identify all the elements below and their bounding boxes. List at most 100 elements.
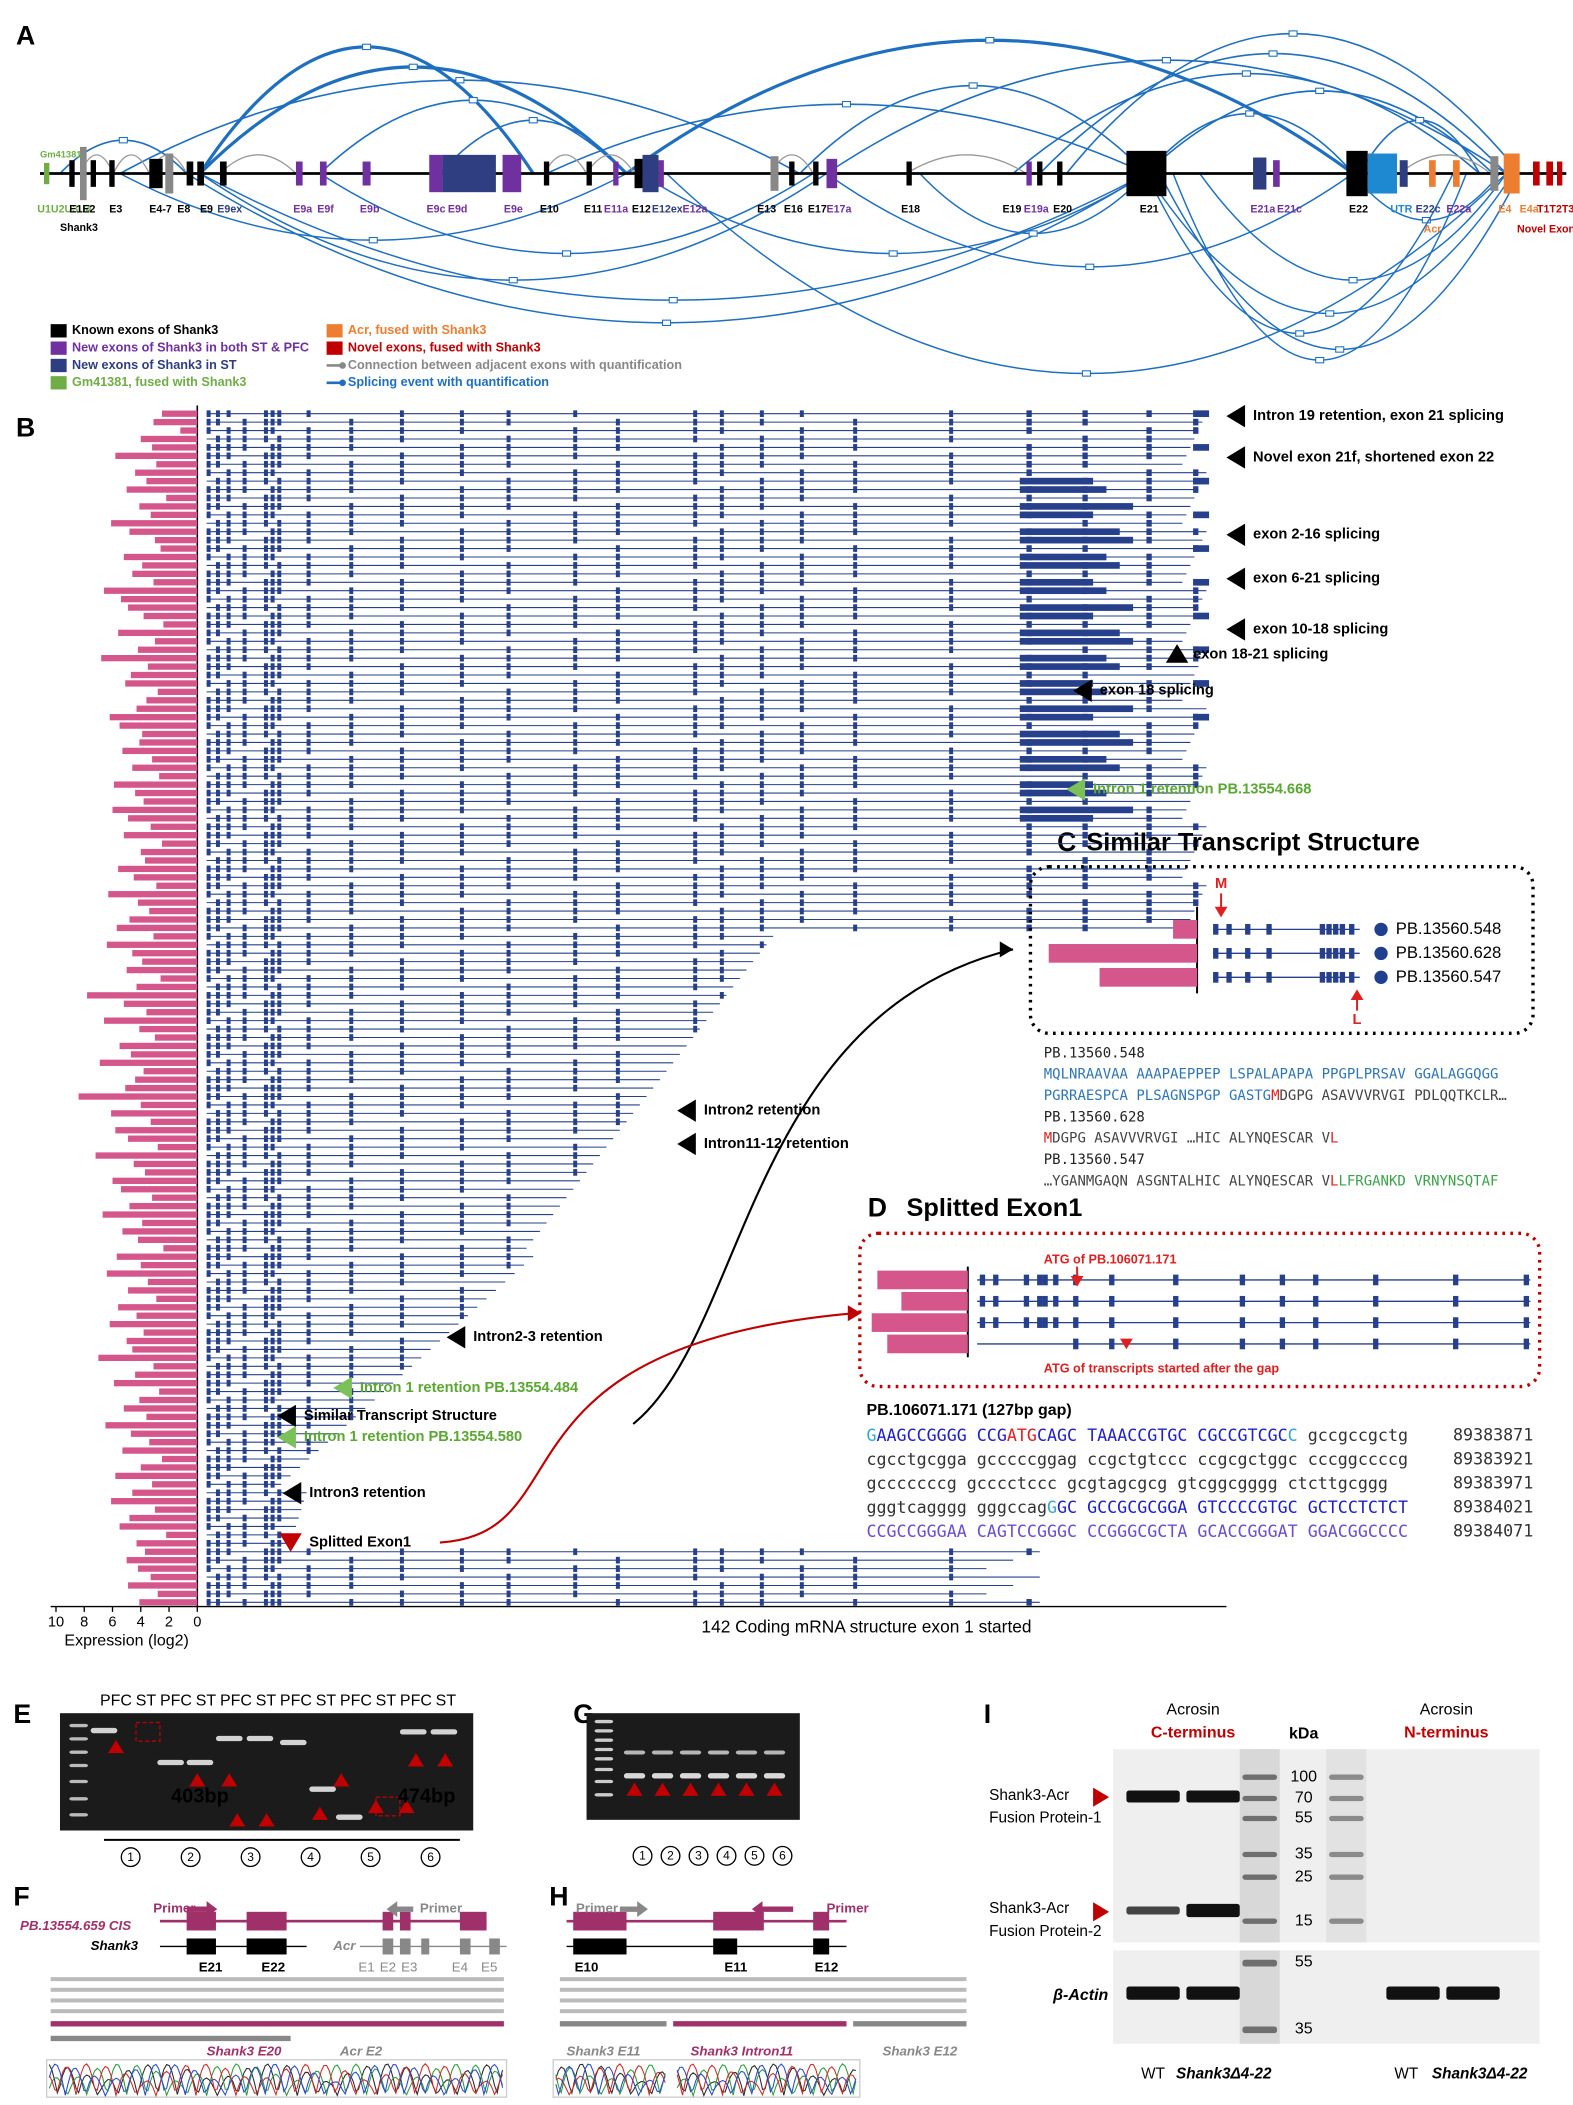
sequence-row xyxy=(50,1977,504,1982)
gel-band xyxy=(594,1719,614,1724)
exon-block xyxy=(206,806,211,814)
exon-block xyxy=(226,941,231,949)
exon-block xyxy=(693,637,698,645)
exon-block xyxy=(242,1287,247,1294)
transcript-id: PB.13560.547 xyxy=(1396,967,1502,986)
exon-block xyxy=(506,992,511,999)
exon-block xyxy=(263,789,268,797)
exon-block xyxy=(759,1599,764,1606)
exon-block xyxy=(206,536,211,544)
exon-block xyxy=(242,755,247,763)
exon-block xyxy=(693,798,698,805)
exon-block xyxy=(853,637,858,645)
exon-block xyxy=(215,958,220,965)
exon-block xyxy=(799,696,804,704)
exon-block xyxy=(206,452,211,460)
utr-block xyxy=(1193,578,1210,586)
arc-count xyxy=(968,82,978,89)
genomic-position: 89383971 xyxy=(1453,1473,1533,1492)
chromatogram xyxy=(48,2063,504,2097)
exon-block xyxy=(349,1396,354,1404)
exon-label: Gm41381 xyxy=(40,149,82,159)
expression-bar xyxy=(132,570,198,578)
read-bar xyxy=(50,2021,504,2027)
exon-block xyxy=(349,444,354,451)
kda-value: 100 xyxy=(1290,1768,1317,1785)
exon-block xyxy=(277,1303,282,1311)
exon-block xyxy=(1082,519,1088,527)
utr-block xyxy=(1019,814,1094,822)
exon-block xyxy=(459,452,464,460)
exon-block xyxy=(263,477,268,485)
exon-block xyxy=(506,696,511,704)
exon-block xyxy=(1082,410,1088,418)
arc-count xyxy=(668,296,678,304)
exon-block xyxy=(206,1270,211,1277)
exon-block xyxy=(573,595,578,603)
exon-block xyxy=(206,958,211,965)
dashed-box xyxy=(375,1796,401,1817)
arrowhead xyxy=(1226,618,1246,641)
exon-block xyxy=(1146,494,1152,502)
exon-block xyxy=(799,772,804,780)
expression-bar xyxy=(122,747,198,755)
transcript-structure xyxy=(206,1531,294,1539)
arc-count xyxy=(1241,70,1251,77)
exon-block xyxy=(573,772,578,780)
exon-block xyxy=(349,1110,354,1117)
loading-label: β-Actin xyxy=(1052,1987,1108,2004)
exon-block xyxy=(1453,1295,1459,1307)
exon-block xyxy=(242,992,247,999)
exon-block xyxy=(1146,486,1152,493)
gel-band xyxy=(279,1739,307,1746)
exon-block xyxy=(615,992,620,999)
exon-block xyxy=(226,427,231,434)
exon-block xyxy=(226,1101,231,1109)
x-tick-label: 2 xyxy=(165,1614,173,1630)
transcript-structure xyxy=(206,570,1187,578)
expression-bar xyxy=(166,1531,198,1539)
expression-bar xyxy=(112,806,198,814)
transcript-structure xyxy=(206,503,1191,510)
exon-block xyxy=(215,587,220,595)
gel-band xyxy=(594,1793,614,1797)
expression-bar xyxy=(128,815,198,822)
exon-block xyxy=(306,595,311,603)
exon-block xyxy=(226,890,231,898)
exon-block xyxy=(349,1362,354,1370)
exon-block xyxy=(242,1320,247,1328)
exon-block xyxy=(277,1110,282,1117)
exon-block xyxy=(1333,972,1339,983)
transcript-structure xyxy=(206,1261,524,1269)
legend-label: Novel exons, fused with Shank3 xyxy=(348,340,541,354)
exon-block xyxy=(759,418,764,426)
exon-block xyxy=(263,503,268,510)
exon-block xyxy=(242,1278,247,1286)
exon-block xyxy=(615,503,620,510)
exon-block xyxy=(277,831,282,839)
exon-block xyxy=(206,1202,211,1210)
arrowhead xyxy=(1066,778,1086,801)
exon-block xyxy=(719,578,724,586)
expression-bar xyxy=(122,1228,198,1235)
exon-block xyxy=(573,1143,578,1151)
exon-block xyxy=(573,528,578,536)
exon-block xyxy=(226,528,231,536)
exon-block xyxy=(349,1059,354,1067)
expression-bar xyxy=(180,427,198,434)
transcript-dot xyxy=(1374,946,1388,961)
arc-count xyxy=(1315,356,1325,364)
exon-block xyxy=(399,882,404,890)
exon-label: E10 xyxy=(540,203,559,215)
arc-count xyxy=(841,101,852,108)
transcript-structure xyxy=(206,764,1207,772)
exon-block xyxy=(306,806,311,814)
exon-block xyxy=(459,1295,464,1303)
exon-block xyxy=(206,1244,211,1252)
exon-block xyxy=(719,890,724,898)
exon-block xyxy=(693,578,698,586)
exon-block xyxy=(399,663,404,670)
exon-block xyxy=(215,730,220,738)
exon-block xyxy=(215,604,220,611)
expression-bar xyxy=(140,1261,198,1269)
